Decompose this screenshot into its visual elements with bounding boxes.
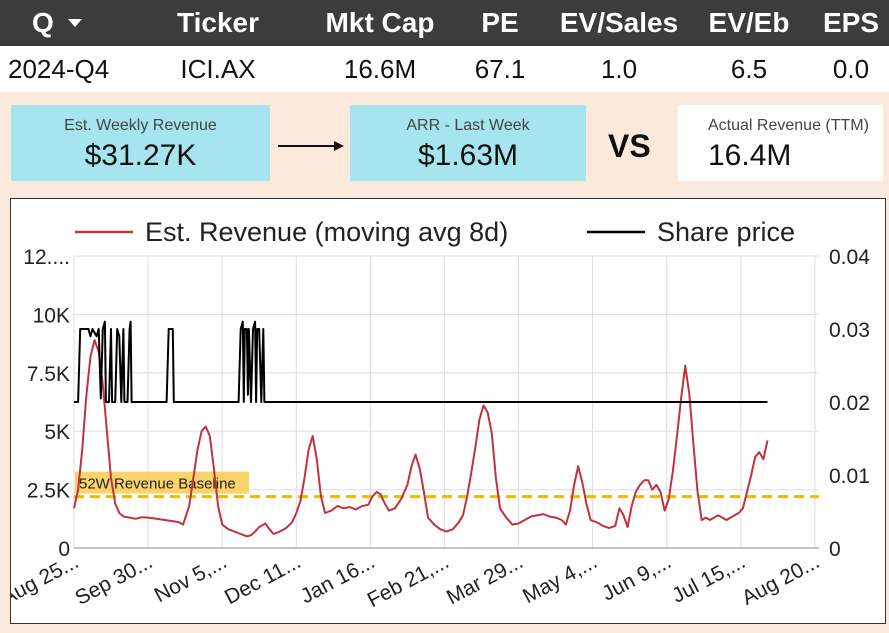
metrics-header: Q Ticker Mkt Cap PE EV/Sales EV/Eb EPS <box>0 0 889 46</box>
arrow-right-icon <box>278 141 344 151</box>
x-tick-label: Feb 21,... <box>364 550 453 612</box>
chart-axes: 0 2.5K 5K 7.5K 10K 12.... 0 0.01 0.02 0.03 0.04 Aug… <box>0 246 870 612</box>
header-eps: EPS <box>822 7 880 38</box>
caret-down-icon <box>67 18 82 27</box>
ev-sales-value: 1.0 <box>600 54 638 84</box>
period-selector[interactable]: Q <box>32 0 82 46</box>
kpi-arr-value: $1.63M <box>417 139 519 172</box>
baseline-group: 52W Revenue Baseline <box>74 471 819 499</box>
chart-series <box>73 320 769 538</box>
x-tick-label: May 4,... <box>519 550 601 608</box>
kpi-weekly-value: $31.27K <box>84 139 197 172</box>
vs-label: VS <box>608 128 651 164</box>
x-tick-label: Aug 25... <box>11 550 82 610</box>
revenue-chart: 52W Revenue Baseline 0 2.5K 5K 7.5K 10K 12...… <box>0 217 870 612</box>
metrics-row: 2024-Q4 ICI.AX 16.6M 67.1 1.0 6.5 0.0 <box>0 46 889 92</box>
y-right-tick-label: 0.03 <box>829 319 870 342</box>
legend-price-label: Share price <box>657 217 795 247</box>
pe-value: 67.1 <box>474 54 526 84</box>
x-tick-label: Sep 30... <box>71 550 156 610</box>
ev-eb-value: 6.5 <box>730 54 768 84</box>
header-pe: PE <box>481 7 519 38</box>
kpi-weekly-revenue: Est. Weekly Revenue $31.27K <box>11 105 270 181</box>
mkt-cap-value: 16.6M <box>343 54 417 84</box>
y-left-tick-label: 0 <box>58 538 70 561</box>
y-left-tick-label: 12.... <box>23 246 70 269</box>
kpi-actual-label: Actual Revenue (TTM) <box>708 117 869 134</box>
ticker-value: ICI.AX <box>180 54 256 84</box>
y-left-tick-label: 7.5K <box>27 363 70 386</box>
header-mkt-cap: Mkt Cap <box>325 7 435 38</box>
y-left-tick-label: 10K <box>33 304 70 327</box>
header-ev-sales: EV/Sales <box>559 7 679 38</box>
y-left-tick-label: 5K <box>44 421 70 444</box>
kpi-actual-value: 16.4M <box>708 139 792 172</box>
x-tick-label: Mar 29... <box>443 550 527 609</box>
period-value: 2024-Q4 <box>8 54 110 84</box>
kpi-actual-revenue: Actual Revenue (TTM) 16.4M <box>678 105 883 181</box>
y-right-tick-label: 0.01 <box>829 465 870 488</box>
x-tick-label: Jul 15,... <box>668 550 749 608</box>
revenue-line <box>73 339 769 538</box>
x-tick-label: Nov 5,... <box>151 550 231 607</box>
period-label: Q <box>32 7 54 38</box>
kpi-arr-label: ARR - Last Week <box>406 117 530 134</box>
revenue-chart-panel: 52W Revenue Baseline 0 2.5K 5K 7.5K 10K 12...… <box>0 198 886 624</box>
x-tick-label: Aug 20... <box>738 550 823 610</box>
eps-value: 0.0 <box>832 54 870 84</box>
baseline-label-bg <box>75 471 249 494</box>
x-tick-label: Jun 9,... <box>598 550 675 605</box>
header-ev-eb: EV/Eb <box>708 7 790 38</box>
baseline-label: 52W Revenue Baseline <box>79 476 236 493</box>
header-ticker: Ticker <box>177 7 259 38</box>
y-right-tick-label: 0.02 <box>829 392 870 415</box>
legend-revenue-label: Est. Revenue (moving avg 8d) <box>145 217 508 247</box>
y-right-tick-label: 0 <box>829 538 841 561</box>
kpi-weekly-label: Est. Weekly Revenue <box>64 117 217 134</box>
share-price-line <box>74 320 768 403</box>
chart-legend: Est. Revenue (moving avg 8d) Share price <box>75 217 795 247</box>
x-tick-label: Dec 11... <box>221 550 305 609</box>
y-right-tick-label: 0.04 <box>829 246 870 269</box>
kpi-arr: ARR - Last Week $1.63M <box>350 105 586 181</box>
y-left-tick-label: 2.5K <box>27 480 70 503</box>
x-tick-label: Jan 16... <box>297 550 379 608</box>
